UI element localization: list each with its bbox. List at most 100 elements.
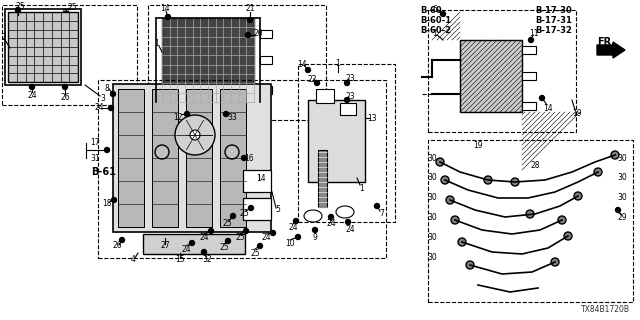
Circle shape xyxy=(225,145,239,159)
Circle shape xyxy=(305,68,310,73)
Bar xyxy=(340,103,356,115)
Circle shape xyxy=(594,168,602,176)
Circle shape xyxy=(346,220,351,225)
Text: 30: 30 xyxy=(427,212,437,221)
Circle shape xyxy=(29,84,35,90)
Text: 25: 25 xyxy=(15,2,25,11)
Text: 30: 30 xyxy=(427,154,437,163)
Circle shape xyxy=(616,207,621,212)
Bar xyxy=(260,56,272,64)
Bar xyxy=(243,198,271,220)
Text: 24: 24 xyxy=(261,234,271,243)
Bar xyxy=(186,89,212,227)
Circle shape xyxy=(296,235,301,239)
Text: 32: 32 xyxy=(202,254,212,263)
Circle shape xyxy=(202,250,207,254)
Circle shape xyxy=(436,158,444,166)
Text: 26: 26 xyxy=(60,92,70,101)
Circle shape xyxy=(540,95,545,100)
Text: 24: 24 xyxy=(199,234,209,243)
Bar xyxy=(260,86,272,94)
Text: 30: 30 xyxy=(427,253,437,262)
Text: 21: 21 xyxy=(245,4,255,12)
Bar xyxy=(260,30,272,38)
Bar xyxy=(318,150,327,207)
Text: 1: 1 xyxy=(433,28,437,37)
Bar xyxy=(522,72,536,80)
Bar xyxy=(152,89,178,227)
Text: 11: 11 xyxy=(529,28,539,37)
Circle shape xyxy=(189,241,195,245)
Text: 25: 25 xyxy=(219,244,229,252)
Text: 26: 26 xyxy=(112,242,122,251)
Text: 16: 16 xyxy=(244,154,254,163)
Text: 15: 15 xyxy=(175,255,185,265)
Text: B-17-32: B-17-32 xyxy=(535,26,572,35)
Text: 14: 14 xyxy=(160,4,170,12)
Circle shape xyxy=(529,37,534,43)
Text: 19: 19 xyxy=(572,108,582,117)
Text: 14: 14 xyxy=(297,60,307,68)
Circle shape xyxy=(526,210,534,218)
Circle shape xyxy=(111,92,115,97)
Circle shape xyxy=(344,81,349,85)
Circle shape xyxy=(558,216,566,224)
Text: 12: 12 xyxy=(173,113,183,122)
Bar xyxy=(428,140,633,302)
Circle shape xyxy=(611,151,619,159)
Circle shape xyxy=(184,111,189,116)
Text: 30: 30 xyxy=(427,172,437,181)
Circle shape xyxy=(120,237,125,243)
Text: 9: 9 xyxy=(312,233,317,242)
Bar xyxy=(522,46,536,54)
Bar xyxy=(5,9,81,85)
Text: 19: 19 xyxy=(473,140,483,149)
Circle shape xyxy=(248,18,253,22)
Circle shape xyxy=(458,238,466,246)
Text: 24: 24 xyxy=(181,245,191,254)
Circle shape xyxy=(63,84,67,90)
Text: 10: 10 xyxy=(285,239,295,249)
Text: 27: 27 xyxy=(160,242,170,251)
Text: 1: 1 xyxy=(155,38,159,47)
Circle shape xyxy=(166,14,170,20)
Bar xyxy=(148,5,326,120)
Circle shape xyxy=(248,205,253,211)
Bar xyxy=(113,84,271,232)
Text: B-60: B-60 xyxy=(420,5,442,14)
Text: B-60-1: B-60-1 xyxy=(420,15,451,25)
Circle shape xyxy=(104,148,109,153)
Text: 7: 7 xyxy=(380,209,385,218)
Text: B-61: B-61 xyxy=(92,167,116,177)
Circle shape xyxy=(209,228,214,234)
Bar xyxy=(2,5,137,105)
Circle shape xyxy=(451,216,459,224)
Circle shape xyxy=(314,81,319,85)
Circle shape xyxy=(111,197,116,203)
Text: 24: 24 xyxy=(326,220,336,228)
Text: 13: 13 xyxy=(367,114,377,123)
Bar xyxy=(298,64,395,222)
Text: 25: 25 xyxy=(250,249,260,258)
Text: 30: 30 xyxy=(427,234,437,243)
Text: 33: 33 xyxy=(227,113,237,122)
Text: 2: 2 xyxy=(2,33,6,42)
Text: 14: 14 xyxy=(256,173,266,182)
Text: 14: 14 xyxy=(543,103,553,113)
Bar xyxy=(162,18,254,102)
Text: 28: 28 xyxy=(531,161,540,170)
Text: 24: 24 xyxy=(288,223,298,233)
Circle shape xyxy=(564,232,572,240)
Text: 3: 3 xyxy=(100,93,106,102)
Circle shape xyxy=(223,111,228,116)
Circle shape xyxy=(241,156,246,161)
Text: 30: 30 xyxy=(617,154,627,163)
Ellipse shape xyxy=(304,210,322,222)
Circle shape xyxy=(175,115,215,155)
Circle shape xyxy=(574,192,582,200)
Circle shape xyxy=(511,178,519,186)
Circle shape xyxy=(246,33,250,37)
Circle shape xyxy=(155,145,169,159)
Circle shape xyxy=(225,238,230,244)
Text: 25: 25 xyxy=(235,234,245,243)
